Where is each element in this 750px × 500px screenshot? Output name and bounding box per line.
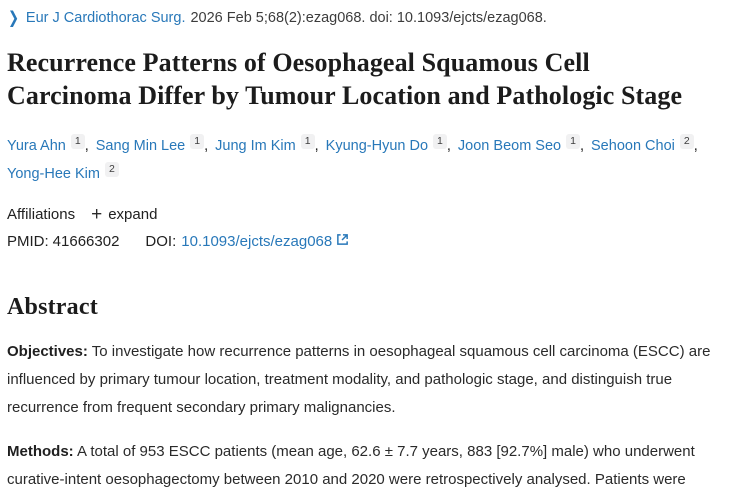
- expand-affiliations-button[interactable]: + expand: [91, 205, 157, 224]
- author-item: Sang Min Lee 1,: [95, 133, 211, 154]
- author-link[interactable]: Yong-Hee Kim: [7, 165, 100, 182]
- author-link[interactable]: Sang Min Lee: [95, 137, 186, 154]
- author-separator: ,: [314, 137, 319, 154]
- authors-list: Yura Ahn 1, Sang Min Lee 1, Jung Im Kim 1, …: [7, 132, 742, 189]
- author-separator: ,: [84, 137, 89, 154]
- breadcrumb: ❯ Eur J Cardiothorac Surg. 2026 Feb 5;68…: [7, 8, 742, 27]
- author-affiliation-sup[interactable]: 1: [566, 133, 580, 149]
- author-item: Sehoon Choi 2,: [591, 133, 701, 154]
- author-affiliation-sup[interactable]: 2: [104, 161, 119, 177]
- author-item: Kyung-Hyun Do 1,: [325, 133, 454, 154]
- pmid-value: 41666302: [52, 233, 120, 251]
- doi-link[interactable]: 10.1093/ejcts/ezag068: [181, 233, 333, 251]
- affiliations-row: Affiliations + expand: [7, 205, 742, 224]
- author-link[interactable]: Joon Beom Seo: [457, 137, 562, 154]
- doi-label: DOI:: [145, 233, 177, 251]
- author-affiliation-sup[interactable]: 1: [300, 133, 315, 149]
- abstract-objectives: Objectives: To investigate how recurrenc…: [7, 338, 742, 421]
- author-affiliation-sup[interactable]: 1: [190, 133, 205, 149]
- journal-link[interactable]: Eur J Cardiothorac Surg.: [25, 10, 186, 26]
- author-link[interactable]: Yura Ahn: [7, 137, 66, 154]
- author-affiliation-sup[interactable]: 2: [679, 133, 694, 149]
- plus-icon: +: [91, 204, 103, 226]
- author-separator: ,: [446, 137, 451, 154]
- abstract-heading: Abstract: [7, 294, 98, 321]
- author-separator: ,: [693, 137, 698, 154]
- abstract-methods: Methods: A total of 953 ESCC patients (m…: [7, 438, 742, 494]
- author-separator: ,: [204, 137, 209, 154]
- author-affiliation-sup[interactable]: 1: [70, 133, 85, 149]
- author-item: Jung Im Kim 1,: [215, 133, 321, 154]
- author-link[interactable]: Kyung-Hyun Do: [325, 137, 429, 154]
- author-affiliation-sup[interactable]: 1: [433, 133, 447, 149]
- identifiers-row: PMID: 41666302 DOI: 10.1093/ejcts/ezag068: [7, 233, 742, 250]
- affiliations-label: Affiliations: [7, 206, 76, 224]
- author-link[interactable]: Sehoon Choi: [591, 137, 675, 154]
- abstract-section-label: Methods:: [7, 443, 74, 461]
- external-link-icon: [336, 233, 349, 250]
- chevron-right-icon: ❯: [8, 8, 19, 27]
- author-link[interactable]: Jung Im Kim: [215, 137, 296, 154]
- page-title: Recurrence Patterns of Oesophageal Squam…: [7, 48, 683, 110]
- author-separator: ,: [579, 137, 584, 154]
- expand-label: expand: [108, 206, 158, 224]
- abstract-section-label: Objectives:: [7, 343, 88, 361]
- doi-group: DOI: 10.1093/ejcts/ezag068: [145, 233, 349, 250]
- pmid-group: PMID: 41666302: [7, 233, 119, 250]
- pmid-label: PMID:: [7, 233, 49, 251]
- author-item: Yong-Hee Kim 2: [7, 161, 119, 182]
- abstract-section-text: A total of 953 ESCC patients (mean age, …: [7, 443, 695, 489]
- abstract-section-text: To investigate how recurrence patterns i…: [7, 343, 711, 416]
- author-item: Yura Ahn 1,: [7, 133, 92, 154]
- author-item: Joon Beom Seo 1,: [457, 133, 587, 154]
- citation-text: 2026 Feb 5;68(2):ezag068. doi: 10.1093/e…: [190, 10, 547, 26]
